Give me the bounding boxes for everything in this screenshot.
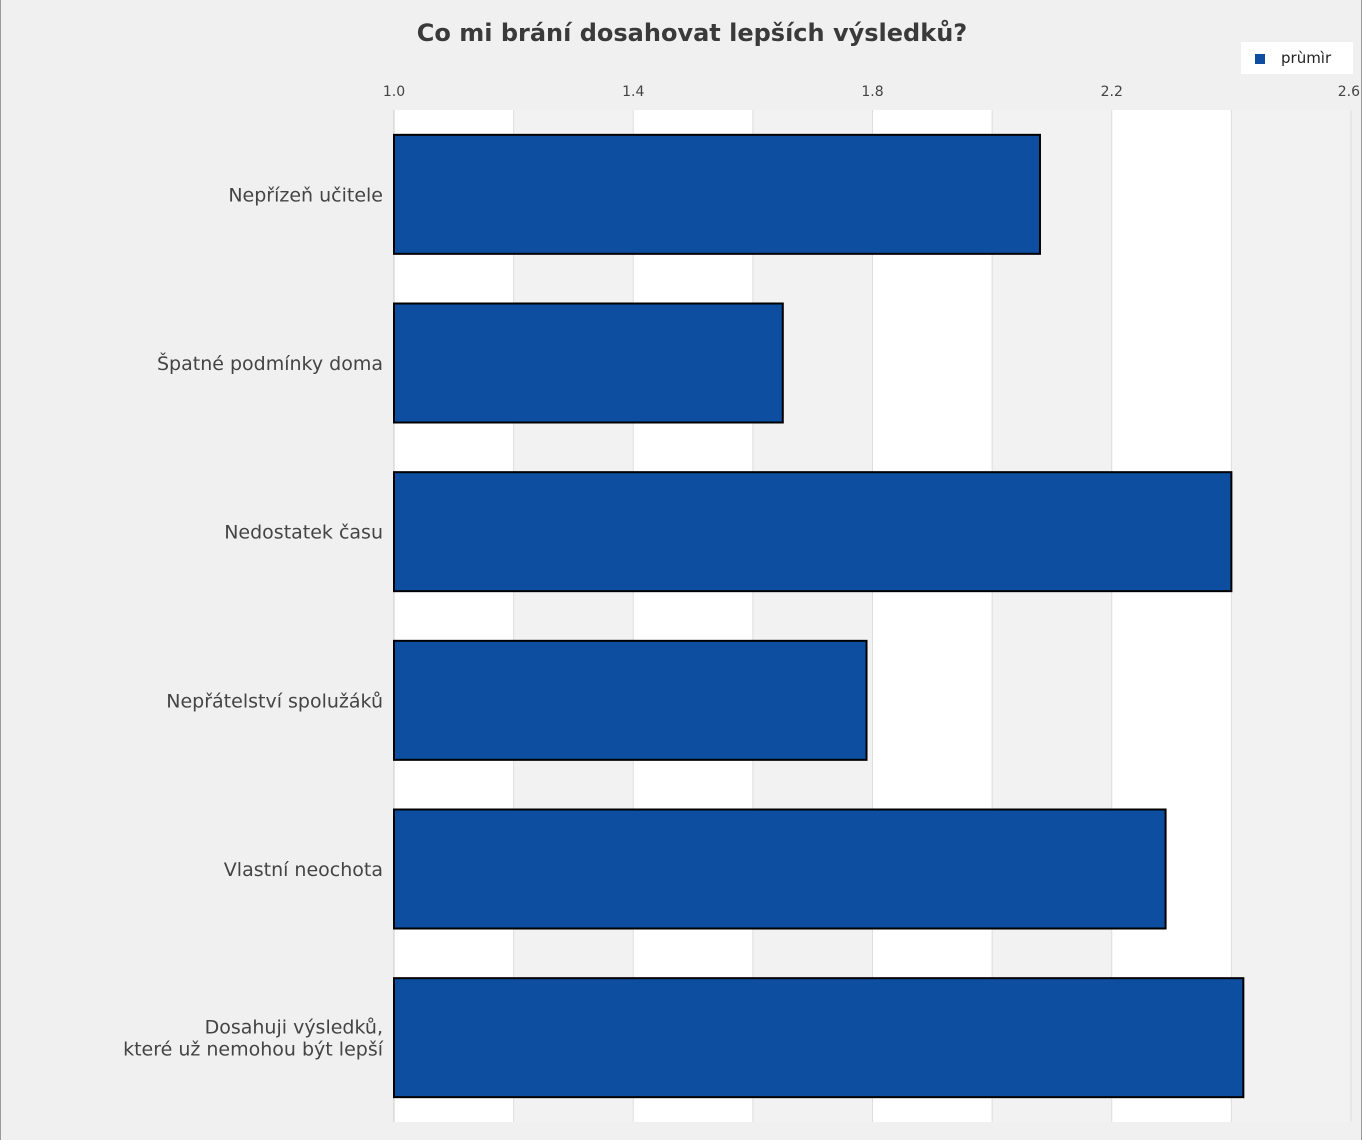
x-tick-label: 1.0 (383, 84, 405, 100)
plot-band (1111, 110, 1232, 1122)
category-label: Dosahuji výsledků, (205, 1017, 383, 1039)
plot-band (633, 110, 753, 1122)
legend-label: prùmìr (1281, 49, 1332, 67)
bar (393, 639, 868, 761)
category-label: Špatné podmínky doma (157, 351, 383, 375)
plot-band (872, 110, 993, 1122)
plot-band (992, 110, 1112, 1122)
category-label: Nepřátelství spolužáků (166, 690, 383, 712)
x-tick-label: 2.6 (1338, 84, 1360, 100)
plot-band (752, 110, 873, 1122)
bar (393, 133, 1041, 255)
plot-band (394, 110, 514, 1122)
x-tick-label: 2.2 (1101, 84, 1123, 100)
category-label: které už nemohou být lepší (123, 1039, 384, 1061)
bar (393, 977, 1245, 1099)
x-tick-label: 1.8 (861, 84, 883, 100)
category-label: Vlastní neochota (224, 859, 383, 881)
bar (393, 302, 784, 424)
plot-band (1231, 110, 1351, 1122)
legend-swatch (1255, 54, 1265, 64)
plot-band (513, 110, 634, 1122)
bar (393, 471, 1233, 593)
category-label: Nedostatek času (224, 522, 383, 544)
category-label: Nepřízeň učitele (228, 184, 383, 206)
legend: prùmìr (1241, 42, 1353, 74)
x-tick-label: 1.4 (622, 84, 644, 100)
chart-title: Co mi brání dosahovat lepších výsledků? (417, 19, 967, 47)
bar (393, 808, 1167, 930)
